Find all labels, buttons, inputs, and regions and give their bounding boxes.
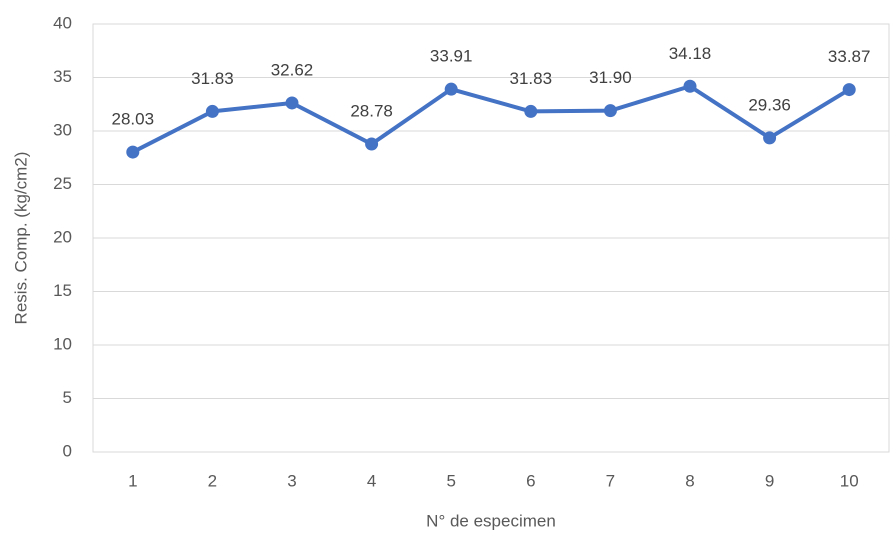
- data-point: [444, 82, 458, 96]
- data-point: [126, 145, 140, 159]
- x-tick-label: 1: [128, 471, 137, 490]
- y-tick-label: 10: [53, 334, 72, 353]
- x-axis-label: N° de especimen: [426, 511, 556, 530]
- data-label: 33.91: [430, 47, 473, 66]
- x-tick-label: 3: [287, 471, 296, 490]
- y-tick-label: 35: [53, 67, 72, 86]
- data-label: 31.90: [589, 68, 632, 87]
- y-tick-label: 30: [53, 120, 72, 139]
- x-tick-label: 10: [840, 471, 859, 490]
- data-point: [285, 96, 299, 110]
- data-point: [365, 137, 379, 151]
- data-point: [842, 83, 856, 97]
- data-label: 28.78: [350, 102, 393, 121]
- data-point: [683, 79, 697, 93]
- x-tick-label: 2: [208, 471, 217, 490]
- x-tick-label: 8: [685, 471, 694, 490]
- x-tick-label: 6: [526, 471, 535, 490]
- x-tick-label: 4: [367, 471, 376, 490]
- data-label: 29.36: [748, 95, 791, 114]
- data-point: [763, 131, 777, 145]
- y-tick-label: 0: [63, 441, 72, 460]
- x-tick-label: 5: [446, 471, 455, 490]
- y-axis-label: Resis. Comp. (kg/cm2): [11, 152, 30, 325]
- data-point: [524, 104, 538, 118]
- y-tick-label: 20: [53, 227, 72, 246]
- y-tick-label: 40: [53, 13, 72, 32]
- series-line: [131, 84, 851, 154]
- y-tick-label: 15: [53, 281, 72, 300]
- x-tick-label: 9: [765, 471, 774, 490]
- data-point: [603, 104, 617, 118]
- data-label: 31.83: [191, 69, 234, 88]
- y-tick-label: 5: [63, 388, 72, 407]
- y-tick-label: 25: [53, 174, 72, 193]
- data-label: 33.87: [828, 47, 871, 66]
- data-label: 34.18: [669, 44, 712, 63]
- data-label: 28.03: [112, 110, 155, 129]
- data-point: [205, 104, 219, 118]
- x-tick-label: 7: [606, 471, 615, 490]
- data-label: 32.62: [271, 60, 314, 79]
- data-label: 31.83: [510, 69, 553, 88]
